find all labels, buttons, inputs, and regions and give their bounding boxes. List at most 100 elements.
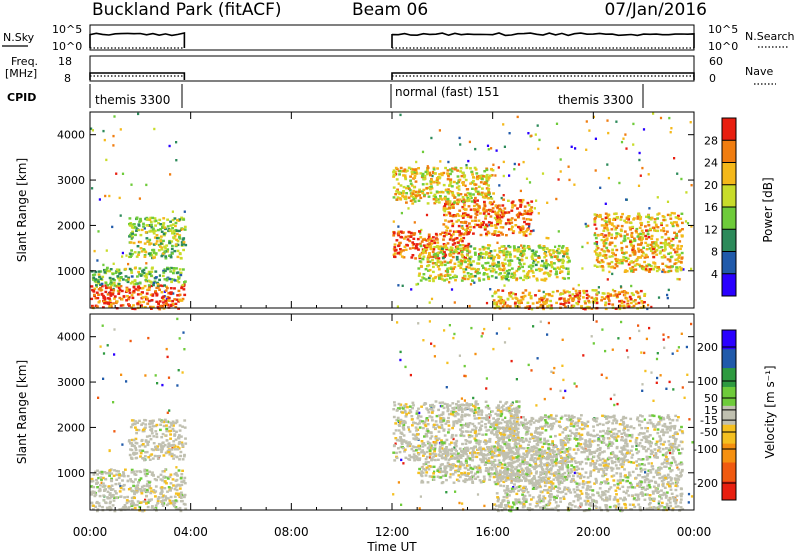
heatmap-cell bbox=[612, 294, 616, 297]
heatmap-cell bbox=[625, 297, 629, 300]
heatmap-cell bbox=[428, 171, 431, 174]
heatmap-cell bbox=[553, 444, 556, 447]
colorbar-tick-label: 8 bbox=[711, 246, 718, 259]
heatmap-cell bbox=[422, 426, 425, 430]
heatmap-cell bbox=[632, 304, 636, 308]
heatmap-cell bbox=[93, 280, 97, 283]
heatmap-cell bbox=[656, 244, 660, 247]
heatmap-cell bbox=[139, 293, 143, 296]
heatmap-cell bbox=[134, 282, 138, 286]
heatmap-cell bbox=[638, 236, 642, 239]
heatmap-cell bbox=[561, 246, 564, 249]
heatmap-cell bbox=[513, 274, 517, 277]
heatmap-cell bbox=[635, 444, 638, 447]
heatmap-cell bbox=[440, 404, 444, 408]
heatmap-cell bbox=[398, 173, 401, 176]
heatmap-cell bbox=[425, 407, 429, 410]
heatmap-cell bbox=[175, 267, 178, 270]
heatmap-cell bbox=[172, 504, 176, 508]
heatmap-cell bbox=[546, 271, 549, 275]
heatmap-cell bbox=[175, 271, 179, 275]
heatmap-cell bbox=[494, 212, 498, 215]
heatmap-cell bbox=[478, 271, 481, 275]
heatmap-cell bbox=[476, 469, 480, 472]
heatmap-cell bbox=[630, 269, 633, 273]
heatmap-cell bbox=[178, 458, 181, 461]
heatmap-cell bbox=[177, 275, 180, 279]
heatmap-cell bbox=[165, 424, 168, 427]
heatmap-cell bbox=[131, 423, 134, 426]
heatmap-cell bbox=[106, 302, 109, 305]
heatmap-cell bbox=[540, 299, 544, 302]
heatmap-cell bbox=[463, 275, 467, 278]
heatmap-cell bbox=[635, 262, 639, 266]
heatmap-cell bbox=[457, 458, 461, 461]
heatmap-cell bbox=[458, 230, 461, 233]
heatmap-cell bbox=[566, 290, 569, 293]
heatmap-cell bbox=[148, 458, 152, 461]
heatmap-cell bbox=[405, 243, 408, 247]
heatmap-cell bbox=[164, 269, 167, 273]
heatmap-cell bbox=[660, 246, 663, 249]
heatmap-cell bbox=[465, 403, 468, 407]
heatmap-cell bbox=[509, 253, 512, 256]
heatmap-cell bbox=[435, 234, 439, 237]
heatmap-cell bbox=[496, 253, 499, 257]
heatmap-cell bbox=[614, 237, 617, 240]
heatmap-cell bbox=[173, 298, 177, 301]
heatmap-cell bbox=[130, 224, 134, 228]
heatmap-cell bbox=[600, 373, 603, 376]
heatmap-cell bbox=[449, 261, 452, 264]
heatmap-cell bbox=[476, 199, 479, 202]
heatmap-cell bbox=[151, 305, 155, 309]
heatmap-cell bbox=[451, 454, 454, 457]
heatmap-cell bbox=[132, 480, 135, 484]
heatmap-cell bbox=[413, 174, 417, 177]
heatmap-cell bbox=[181, 443, 184, 446]
heatmap-cell bbox=[477, 255, 481, 259]
heatmap-cell bbox=[656, 213, 660, 216]
heatmap-cell bbox=[508, 263, 512, 267]
heatmap-cell bbox=[417, 274, 421, 277]
heatmap-cell bbox=[591, 289, 595, 292]
heatmap-cell bbox=[154, 446, 158, 449]
heatmap-cell bbox=[168, 144, 171, 148]
heatmap-cell bbox=[567, 165, 570, 168]
heatmap-cell bbox=[100, 285, 104, 288]
heatmap-cell bbox=[603, 256, 607, 259]
heatmap-cell bbox=[615, 265, 619, 268]
heatmap-cell bbox=[172, 421, 176, 425]
heatmap-cell bbox=[495, 265, 499, 268]
heatmap-cell bbox=[399, 184, 403, 187]
heatmap-cell bbox=[93, 273, 97, 276]
heatmap-cell bbox=[464, 450, 468, 453]
heatmap-cell bbox=[600, 218, 604, 221]
heatmap-cell bbox=[464, 178, 468, 182]
heatmap-cell bbox=[679, 217, 683, 220]
heatmap-cell bbox=[139, 488, 143, 491]
heatmap-cell bbox=[508, 269, 511, 272]
heatmap-cell bbox=[91, 273, 95, 277]
heatmap-cell bbox=[175, 159, 178, 162]
heatmap-cell bbox=[510, 275, 514, 279]
heatmap-cell bbox=[516, 207, 519, 210]
heatmap-cell bbox=[603, 219, 607, 222]
heatmap-cell bbox=[501, 233, 504, 236]
heatmap-cell bbox=[523, 220, 526, 224]
heatmap-cell bbox=[173, 249, 177, 253]
heatmap-cell bbox=[161, 441, 165, 445]
heatmap-cell bbox=[429, 431, 433, 435]
heatmap-cell bbox=[577, 300, 581, 303]
heatmap-cell bbox=[165, 244, 169, 247]
heatmap-cell bbox=[405, 187, 408, 190]
heatmap-cell bbox=[138, 301, 142, 304]
heatmap-cell bbox=[468, 304, 471, 308]
heatmap-cell bbox=[602, 240, 606, 243]
heatmap-cell bbox=[555, 301, 558, 305]
heatmap-cell bbox=[448, 281, 451, 284]
heatmap-cell bbox=[509, 291, 513, 294]
heatmap-cell bbox=[159, 228, 162, 231]
heatmap-cell bbox=[573, 295, 577, 298]
heatmap-cell bbox=[549, 270, 553, 273]
heatmap-cell bbox=[431, 180, 435, 184]
